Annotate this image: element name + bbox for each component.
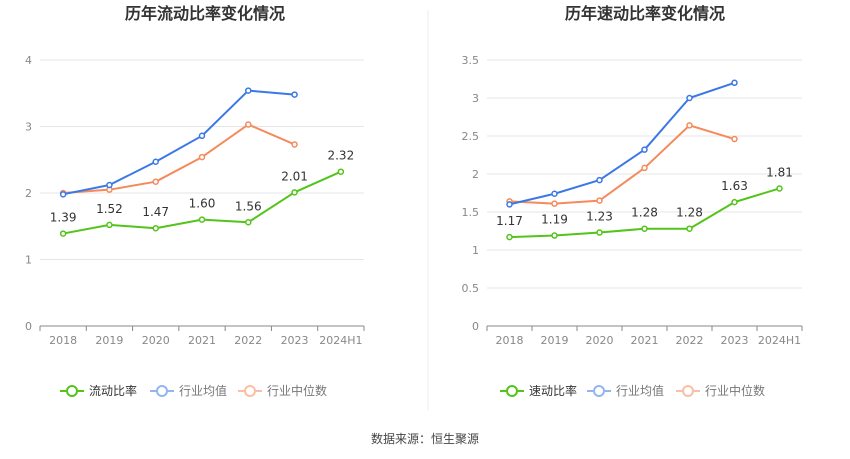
data-point: [551, 232, 558, 239]
data-point: [59, 230, 67, 237]
data-point: [337, 168, 345, 175]
data-point: [551, 190, 558, 198]
data-point: [641, 225, 648, 232]
data-point: [731, 198, 738, 206]
legend-label: 行业均值: [616, 383, 664, 398]
y-tick-label: 1.5: [462, 206, 480, 219]
data-point: [731, 135, 738, 143]
legend-marker: [506, 385, 518, 397]
x-tick-label: 2022: [234, 334, 262, 347]
y-tick-label: 1: [472, 244, 479, 257]
data-point: [152, 224, 159, 232]
data-label: 2.32: [327, 149, 354, 163]
y-tick-label: 1: [25, 254, 32, 267]
x-tick-label: 2018: [49, 334, 77, 347]
data-point: [506, 233, 513, 241]
data-label: 1.23: [586, 210, 613, 224]
x-tick-label: 2024H1: [758, 334, 801, 347]
data-point: [198, 153, 206, 161]
legend-label: 流动比率: [89, 383, 137, 398]
data-point: [641, 146, 648, 153]
x-tick-label: 2019: [541, 334, 569, 347]
data-label: 2.01: [281, 169, 308, 183]
series-line: [509, 124, 735, 205]
legend-marker: [593, 385, 605, 397]
data-label: 1.19: [541, 213, 568, 227]
data-point: [686, 94, 693, 102]
data-label: 1.63: [721, 179, 748, 193]
data-point: [731, 79, 738, 87]
data-label: 1.39: [50, 211, 77, 225]
x-tick-label: 2021: [188, 334, 216, 347]
y-tick-label: 0: [25, 320, 32, 333]
x-tick-label: 2022: [676, 334, 704, 347]
data-point: [59, 191, 67, 198]
data-point: [245, 219, 252, 226]
chart-title: 历年速动比率变化情况: [565, 4, 725, 23]
x-tick-label: 2018: [496, 334, 524, 347]
data-source-label: 数据来源：恒生聚源: [370, 432, 479, 446]
y-tick-label: 3.5: [462, 54, 480, 67]
x-tick-label: 2021: [631, 334, 659, 347]
x-tick-label: 2024H1: [319, 334, 362, 347]
data-point: [596, 176, 603, 184]
x-tick-label: 2023: [281, 334, 309, 347]
data-point: [106, 221, 113, 229]
data-point: [245, 87, 252, 94]
data-label: 1.28: [631, 206, 658, 220]
data-point: [291, 141, 298, 148]
data-point: [506, 201, 513, 208]
y-tick-label: 4: [25, 54, 32, 67]
data-point: [596, 229, 603, 236]
current-ratio-chart: 历年流动比率变化情况 0 1 2 3 4 2018 2019 2020 2021 2022 2023 2…: [25, 4, 365, 398]
data-point: [596, 197, 603, 204]
legend-marker: [244, 385, 256, 397]
y-tick-label: 0: [472, 320, 479, 333]
data-point: [641, 164, 648, 172]
chart-title: 历年流动比率变化情况: [125, 4, 285, 23]
data-point: [291, 91, 298, 98]
legend-label: 速动比率: [529, 383, 577, 398]
x-tick-label: 2020: [586, 334, 614, 347]
series-line: [62, 89, 295, 196]
series-line: [63, 123, 295, 194]
data-label: 1.17: [496, 214, 523, 228]
data-label: 1.81: [766, 165, 793, 179]
series-line: [509, 81, 735, 206]
data-label: 1.60: [189, 197, 216, 211]
data-point: [152, 178, 159, 185]
legend-marker: [682, 385, 694, 397]
y-tick-label: 3: [25, 121, 32, 134]
data-label: 1.47: [142, 205, 169, 219]
data-point: [198, 216, 206, 223]
y-tick-label: 2.5: [462, 130, 480, 143]
data-point: [291, 189, 298, 196]
y-tick-label: 3: [472, 92, 479, 105]
legend-marker: [66, 385, 78, 397]
x-tick-label: 2019: [95, 334, 123, 347]
data-point: [686, 122, 693, 129]
data-point: [152, 158, 159, 165]
data-label: 1.28: [676, 206, 703, 220]
data-point: [551, 200, 558, 207]
data-point: [686, 225, 693, 232]
legend-label: 行业均值: [179, 383, 227, 398]
quick-ratio-chart: 历年速动比率变化情况 0 0.5 1 1.5 2 2.5 3 3.5 2018 2019 2020 20…: [462, 4, 803, 398]
y-tick-label: 0.5: [462, 282, 480, 295]
data-label: 1.56: [235, 199, 262, 213]
data-label: 1.52: [96, 202, 123, 216]
data-point: [106, 181, 113, 189]
legend-label: 行业中位数: [705, 383, 765, 398]
x-tick-label: 2020: [142, 334, 170, 347]
data-point: [776, 185, 783, 192]
data-point: [198, 132, 206, 140]
legend-label: 行业中位数: [267, 383, 327, 398]
legend-marker: [156, 385, 168, 397]
data-point: [245, 121, 252, 128]
y-tick-label: 2: [472, 168, 479, 181]
y-tick-label: 2: [25, 187, 32, 200]
x-tick-label: 2023: [721, 334, 749, 347]
